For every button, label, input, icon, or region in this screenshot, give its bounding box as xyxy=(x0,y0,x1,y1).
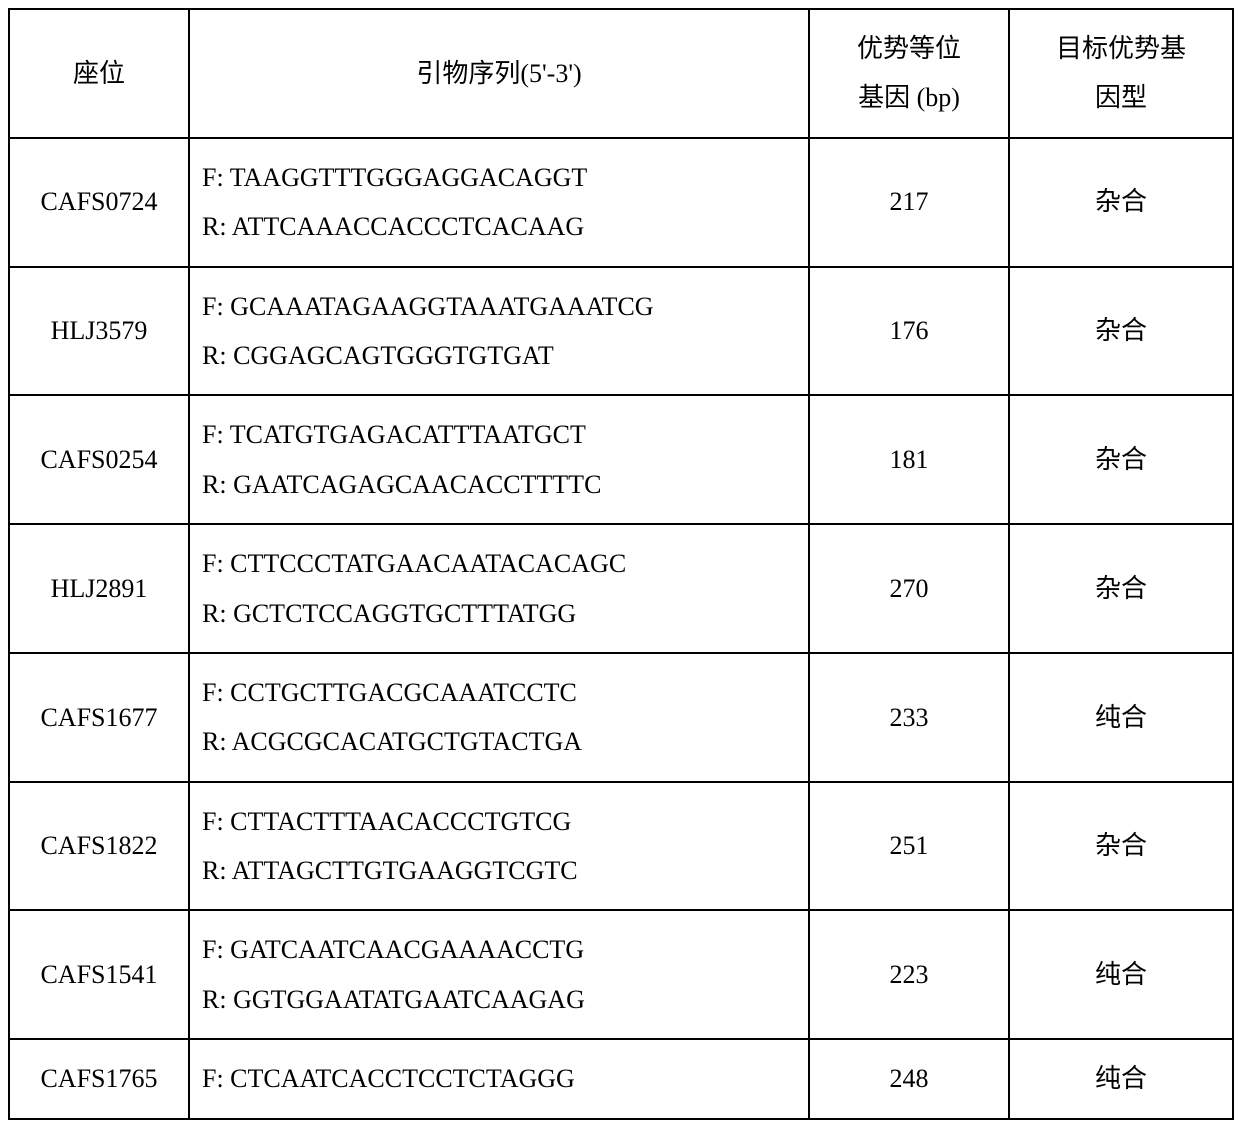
table-row: HLJ3579 F: GCAAATAGAAGGTAAATGAAATCG R: C… xyxy=(9,267,1233,396)
primer-f: F: TAAGGTTTGGGAGGACAGGT xyxy=(202,163,587,192)
header-allele-line2: 基因 (bp) xyxy=(820,73,998,122)
cell-primer: F: CCTGCTTGACGCAAATCCTC R: ACGCGCACATGCT… xyxy=(189,653,809,782)
header-primer: 引物序列(5'-3') xyxy=(189,9,809,138)
primer-f: F: CCTGCTTGACGCAAATCCTC xyxy=(202,678,577,707)
primer-r: R: ACGCGCACATGCTGTACTGA xyxy=(202,727,582,756)
table-row: CAFS1822 F: CTTACTTTAACACCCTGTCG R: ATTA… xyxy=(9,782,1233,911)
table-row: CAFS1765 F: CTCAATCACCTCCTCTAGGG 248 纯合 xyxy=(9,1039,1233,1118)
cell-allele: 181 xyxy=(809,395,1009,524)
primer-r: R: GCTCTCCAGGTGCTTTATGG xyxy=(202,599,576,628)
cell-primer: F: GCAAATAGAAGGTAAATGAAATCG R: CGGAGCAGT… xyxy=(189,267,809,396)
cell-locus: CAFS0724 xyxy=(9,138,189,267)
table-row: HLJ2891 F: CTTCCCTATGAACAATACACAGC R: GC… xyxy=(9,524,1233,653)
table-row: CAFS1541 F: GATCAATCAACGAAAACCTG R: GGTG… xyxy=(9,910,1233,1039)
primer-table: 座位 引物序列(5'-3') 优势等位 基因 (bp) 目标优势基 因型 CAF… xyxy=(8,8,1234,1120)
cell-primer: F: CTTCCCTATGAACAATACACAGC R: GCTCTCCAGG… xyxy=(189,524,809,653)
cell-locus: CAFS1541 xyxy=(9,910,189,1039)
header-allele-line1: 优势等位 xyxy=(820,24,998,73)
cell-genotype: 杂合 xyxy=(1009,782,1233,911)
cell-locus: CAFS1822 xyxy=(9,782,189,911)
cell-primer: F: CTCAATCACCTCCTCTAGGG xyxy=(189,1039,809,1118)
cell-allele: 176 xyxy=(809,267,1009,396)
table-row: CAFS0254 F: TCATGTGAGACATTTAATGCT R: GAA… xyxy=(9,395,1233,524)
cell-primer: F: CTTACTTTAACACCCTGTCG R: ATTAGCTTGTGAA… xyxy=(189,782,809,911)
primer-f: F: CTCAATCACCTCCTCTAGGG xyxy=(202,1064,575,1093)
header-locus: 座位 xyxy=(9,9,189,138)
primer-r: R: CGGAGCAGTGGGTGTGAT xyxy=(202,341,554,370)
header-genotype-line2: 因型 xyxy=(1020,73,1222,122)
cell-genotype: 杂合 xyxy=(1009,138,1233,267)
cell-genotype: 纯合 xyxy=(1009,653,1233,782)
cell-primer: F: GATCAATCAACGAAAACCTG R: GGTGGAATATGAA… xyxy=(189,910,809,1039)
primer-r: R: GGTGGAATATGAATCAAGAG xyxy=(202,985,585,1014)
cell-locus: HLJ2891 xyxy=(9,524,189,653)
cell-allele: 248 xyxy=(809,1039,1009,1118)
cell-primer: F: TAAGGTTTGGGAGGACAGGT R: ATTCAAACCACCC… xyxy=(189,138,809,267)
cell-allele: 233 xyxy=(809,653,1009,782)
table-body: CAFS0724 F: TAAGGTTTGGGAGGACAGGT R: ATTC… xyxy=(9,138,1233,1119)
cell-allele: 223 xyxy=(809,910,1009,1039)
primer-f: F: CTTACTTTAACACCCTGTCG xyxy=(202,807,571,836)
cell-genotype: 纯合 xyxy=(1009,910,1233,1039)
cell-locus: CAFS1677 xyxy=(9,653,189,782)
cell-locus: CAFS0254 xyxy=(9,395,189,524)
cell-genotype: 杂合 xyxy=(1009,395,1233,524)
header-genotype: 目标优势基 因型 xyxy=(1009,9,1233,138)
cell-allele: 217 xyxy=(809,138,1009,267)
primer-f: F: GATCAATCAACGAAAACCTG xyxy=(202,935,584,964)
table-row: CAFS1677 F: CCTGCTTGACGCAAATCCTC R: ACGC… xyxy=(9,653,1233,782)
cell-allele: 251 xyxy=(809,782,1009,911)
primer-r: R: ATTAGCTTGTGAAGGTCGTC xyxy=(202,856,578,885)
header-genotype-line1: 目标优势基 xyxy=(1020,24,1222,73)
cell-primer: F: TCATGTGAGACATTTAATGCT R: GAATCAGAGCAA… xyxy=(189,395,809,524)
table-header-row: 座位 引物序列(5'-3') 优势等位 基因 (bp) 目标优势基 因型 xyxy=(9,9,1233,138)
header-allele: 优势等位 基因 (bp) xyxy=(809,9,1009,138)
cell-genotype: 杂合 xyxy=(1009,267,1233,396)
primer-r: R: GAATCAGAGCAACACCTTTTC xyxy=(202,470,601,499)
primer-f: F: CTTCCCTATGAACAATACACAGC xyxy=(202,549,626,578)
table-row: CAFS0724 F: TAAGGTTTGGGAGGACAGGT R: ATTC… xyxy=(9,138,1233,267)
cell-locus: HLJ3579 xyxy=(9,267,189,396)
primer-f: F: TCATGTGAGACATTTAATGCT xyxy=(202,420,586,449)
cell-genotype: 杂合 xyxy=(1009,524,1233,653)
cell-locus: CAFS1765 xyxy=(9,1039,189,1118)
cell-allele: 270 xyxy=(809,524,1009,653)
cell-genotype: 纯合 xyxy=(1009,1039,1233,1118)
primer-r: R: ATTCAAACCACCCTCACAAG xyxy=(202,212,584,241)
primer-f: F: GCAAATAGAAGGTAAATGAAATCG xyxy=(202,292,654,321)
